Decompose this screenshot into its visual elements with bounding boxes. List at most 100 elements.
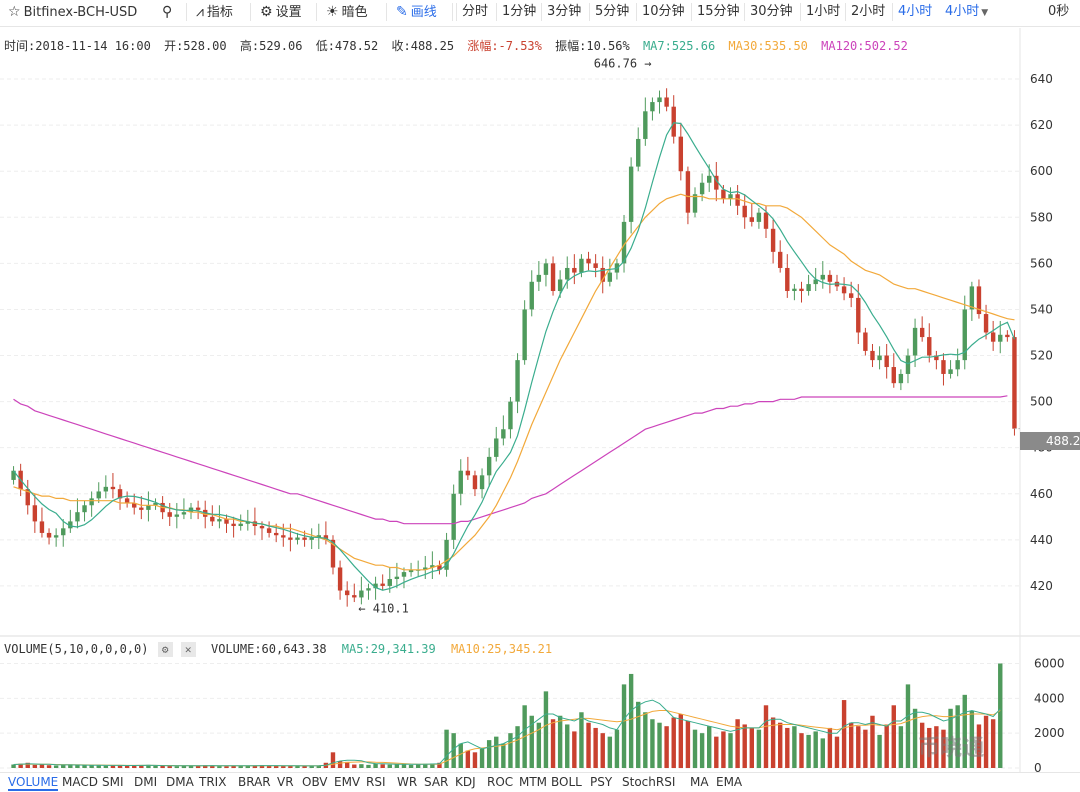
- volume-bar: [586, 722, 591, 768]
- candle-body: [983, 314, 989, 333]
- indicator-tab[interactable]: OBV: [302, 775, 328, 789]
- gear-icon: ⚙: [260, 4, 273, 20]
- interval-tab[interactable]: 15分钟: [697, 4, 740, 19]
- volume-bar: [614, 729, 620, 768]
- interval-tab[interactable]: 4小时: [898, 4, 933, 19]
- volume-bar: [309, 765, 314, 768]
- volume-bar: [387, 764, 392, 768]
- indicator-tab[interactable]: MA: [690, 775, 709, 789]
- volume-bar: [749, 727, 755, 768]
- volume-bar: [181, 765, 187, 768]
- candle-body: [870, 350, 875, 361]
- volume-bar: [288, 765, 293, 768]
- indicator-tab[interactable]: EMV: [334, 775, 361, 789]
- divider: [744, 3, 745, 21]
- volume-bar: [643, 712, 648, 768]
- volume-bar: [231, 765, 236, 768]
- volume-bar: [912, 708, 918, 768]
- interval-tab[interactable]: 3分钟: [547, 4, 582, 19]
- indicator-tab[interactable]: DMA: [166, 775, 194, 789]
- volume-bar: [18, 763, 23, 768]
- interval-tab[interactable]: 5分钟: [595, 4, 630, 19]
- candle-body: [61, 528, 66, 536]
- indicator-tab[interactable]: ROC: [487, 775, 514, 789]
- volume-bar: [146, 764, 151, 768]
- chart-icon: ⩘: [196, 4, 204, 20]
- draw-line-button[interactable]: ✎ 画线: [396, 0, 437, 26]
- indicator-tab[interactable]: TRIX: [199, 775, 227, 789]
- candle-body: [245, 521, 251, 524]
- indicator-tab[interactable]: PSY: [590, 775, 613, 789]
- indicator-tab[interactable]: KDJ: [455, 775, 476, 789]
- price-tick-label: 420: [1030, 579, 1053, 593]
- ma30-line: [13, 193, 1015, 571]
- interval-tab[interactable]: 30分钟: [750, 4, 793, 19]
- search-icon: ⚲: [162, 4, 173, 20]
- interval-tab[interactable]: 分时: [462, 4, 489, 19]
- volume-bar: [415, 764, 421, 768]
- candle-body: [451, 493, 456, 540]
- symbol-name: Bitfinex-BCH-USD: [23, 5, 138, 20]
- indicator-tab[interactable]: VR: [277, 775, 294, 789]
- indicators-button[interactable]: ⩘ 指标: [196, 0, 233, 26]
- indicator-tabs: VOLUME MACD SMI DMI DMA TRIX BRAR VR OBV EMV RSI WR…: [0, 772, 1080, 792]
- indicator-tab[interactable]: VOLUME: [8, 775, 59, 791]
- volume-bar: [699, 733, 705, 768]
- gear-icon[interactable]: ⚙: [157, 642, 173, 657]
- candle-body: [337, 567, 343, 591]
- candle-body: [785, 267, 790, 292]
- current-price-tag: 488.25: [1020, 432, 1080, 450]
- volume-bar: [32, 764, 38, 768]
- indicator-tab[interactable]: StochRSI: [622, 775, 676, 789]
- candle-body: [678, 136, 684, 172]
- volume-bar: [39, 764, 45, 768]
- interval-tab[interactable]: 1分钟: [502, 4, 537, 19]
- candle-body: [792, 288, 797, 292]
- volume-bar: [714, 736, 719, 768]
- volume-tick-label: 2000: [1034, 726, 1065, 740]
- candle-body: [728, 194, 733, 199]
- star-icon[interactable]: ☆: [8, 4, 21, 20]
- candle-body: [742, 205, 747, 218]
- indicator-tab[interactable]: WR: [397, 775, 418, 789]
- volume-bar: [827, 727, 833, 768]
- volume-bar: [515, 726, 520, 768]
- indicator-tab[interactable]: SAR: [424, 775, 449, 789]
- close-icon[interactable]: ✕: [180, 642, 196, 657]
- sun-icon: ☀: [326, 4, 339, 20]
- candle-body: [479, 475, 485, 490]
- indicator-tab[interactable]: BOLL: [551, 775, 582, 789]
- candle-body: [919, 327, 925, 338]
- settings-button[interactable]: ⚙ 设置: [260, 0, 302, 26]
- interval-tab[interactable]: 2小时: [851, 4, 886, 19]
- symbol-selector[interactable]: ☆ Bitfinex-BCH-USD: [8, 0, 137, 26]
- candle-body: [813, 279, 818, 285]
- interval-dropdown[interactable]: 4小时 ▼: [945, 0, 988, 26]
- volume-bar: [408, 764, 414, 768]
- candle-body: [486, 456, 492, 476]
- volume-bar: [891, 705, 896, 768]
- candle-body: [515, 360, 520, 402]
- indicator-tab[interactable]: MTM: [519, 775, 548, 789]
- interval-tab[interactable]: 1小时: [806, 4, 841, 19]
- volume-bar: [53, 765, 59, 768]
- indicator-tab[interactable]: DMI: [134, 775, 158, 789]
- interval-tab[interactable]: 10分钟: [642, 4, 685, 19]
- indicator-tab[interactable]: BRAR: [238, 775, 271, 789]
- volume-bar: [423, 763, 428, 768]
- dark-mode-button[interactable]: ☀ 暗色: [326, 0, 368, 26]
- volume-bar: [820, 738, 825, 768]
- volume-bar: [856, 726, 861, 768]
- divider: [186, 3, 187, 21]
- volume-bar: [813, 731, 818, 768]
- indicator-tab[interactable]: MACD: [62, 775, 98, 789]
- indicator-tab[interactable]: EMA: [716, 775, 743, 789]
- candle-body: [117, 489, 123, 499]
- candle-body: [46, 532, 52, 538]
- search-button[interactable]: ⚲: [162, 0, 175, 26]
- volume-bar: [898, 726, 904, 768]
- volume-bar: [366, 764, 371, 768]
- indicator-tab[interactable]: RSI: [366, 775, 386, 789]
- indicator-tab[interactable]: SMI: [102, 775, 124, 789]
